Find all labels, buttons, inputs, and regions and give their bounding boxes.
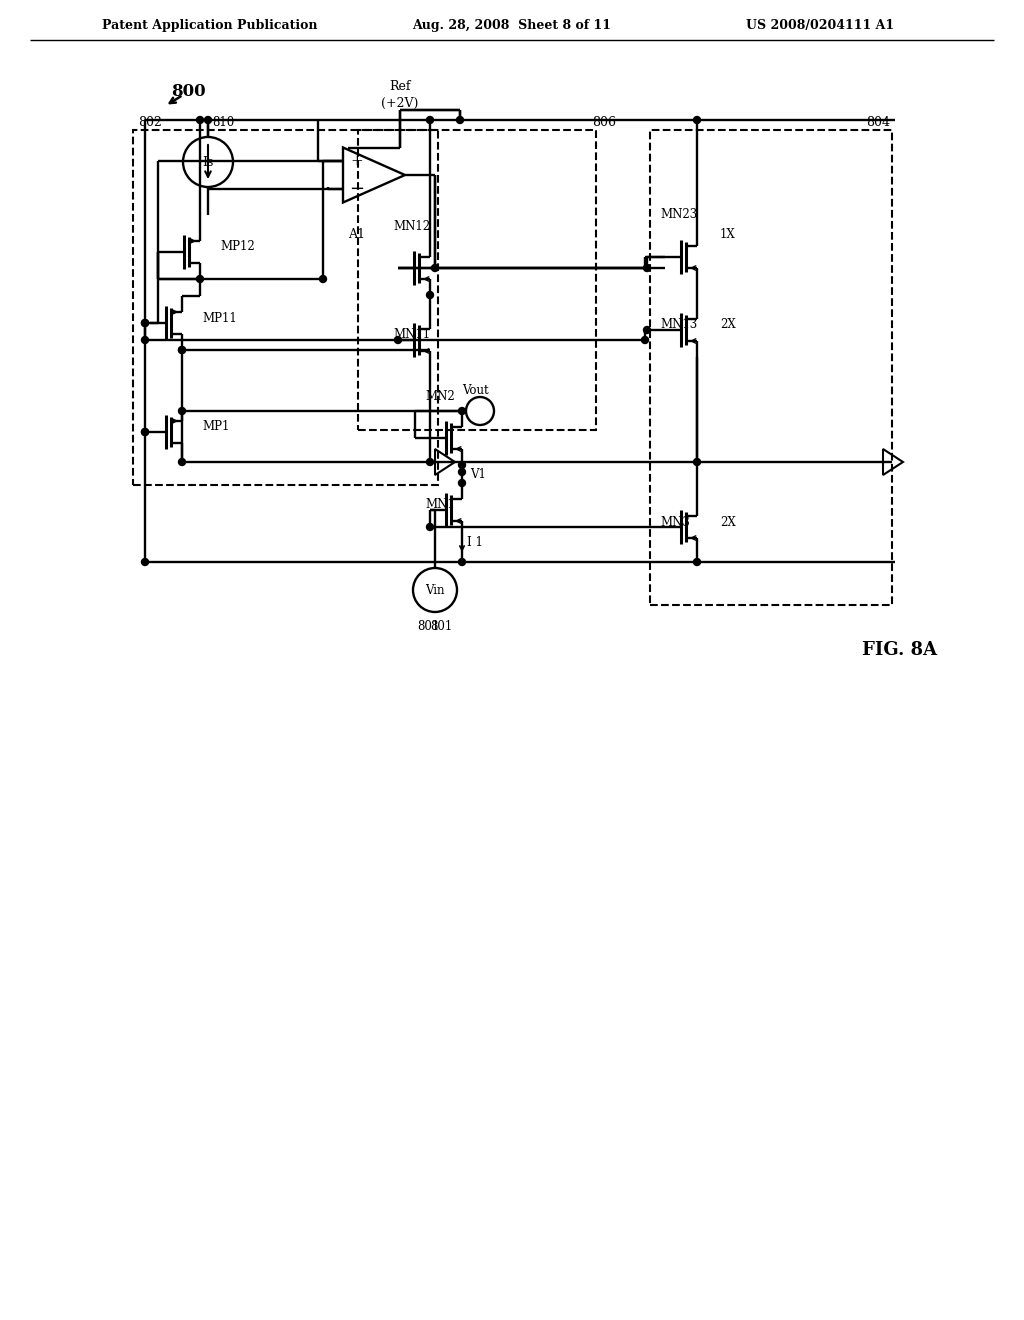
Circle shape [178,346,185,354]
Text: V1: V1 [470,467,485,480]
Circle shape [459,408,466,414]
Text: MN1: MN1 [425,499,455,511]
Circle shape [197,276,204,282]
Text: Aug. 28, 2008  Sheet 8 of 11: Aug. 28, 2008 Sheet 8 of 11 [413,18,611,32]
Circle shape [141,429,148,436]
Circle shape [427,458,433,466]
Circle shape [457,116,464,124]
Text: +: + [350,154,364,168]
Circle shape [141,337,148,343]
Circle shape [643,326,650,334]
Circle shape [459,462,466,469]
Text: MP12: MP12 [220,240,255,253]
Text: FIG. 8A: FIG. 8A [862,642,938,659]
Text: 2X: 2X [720,516,736,528]
Circle shape [693,458,700,466]
Circle shape [693,558,700,565]
Circle shape [394,337,401,343]
Text: MN12: MN12 [393,219,430,232]
Circle shape [459,469,466,475]
Circle shape [319,276,327,282]
Text: Ref: Ref [389,81,411,94]
Text: US 2008/0204111 A1: US 2008/0204111 A1 [745,18,894,32]
Text: MN2: MN2 [425,389,455,403]
Text: MP11: MP11 [202,312,237,325]
Circle shape [141,319,148,326]
Circle shape [141,558,148,565]
Text: 801: 801 [417,620,439,634]
Circle shape [197,116,204,124]
Text: MN3: MN3 [660,516,690,528]
Circle shape [459,558,466,565]
Text: −: − [349,180,365,198]
Text: Is: Is [203,156,214,169]
Circle shape [427,116,433,124]
Circle shape [693,116,700,124]
Text: 800: 800 [171,83,206,100]
Circle shape [431,264,438,272]
Bar [358,129,596,430]
Circle shape [178,458,185,466]
Circle shape [427,292,433,298]
Circle shape [178,408,185,414]
Circle shape [205,116,212,124]
Text: I 1: I 1 [467,536,483,549]
Text: MN23: MN23 [660,209,697,222]
Text: 810: 810 [212,116,234,128]
Text: MN11: MN11 [393,329,430,342]
Bar [650,129,892,605]
Circle shape [178,346,185,354]
Text: 802: 802 [138,116,162,129]
Circle shape [643,264,650,272]
Circle shape [141,429,148,436]
Bar [133,129,438,484]
Text: MP1: MP1 [202,421,229,433]
Circle shape [641,337,648,343]
Circle shape [427,524,433,531]
Text: Patent Application Publication: Patent Application Publication [102,18,317,32]
Circle shape [141,319,148,326]
Text: (+2V): (+2V) [381,96,419,110]
Text: Vout: Vout [462,384,488,397]
Text: MN13: MN13 [660,318,697,331]
Text: Vin: Vin [425,583,444,597]
Circle shape [459,479,466,487]
Text: 806: 806 [592,116,616,129]
Text: A1: A1 [348,228,365,242]
Text: 2X: 2X [720,318,736,331]
Text: 804: 804 [866,116,890,129]
Text: 801: 801 [430,620,453,634]
Text: 1X: 1X [720,228,736,242]
